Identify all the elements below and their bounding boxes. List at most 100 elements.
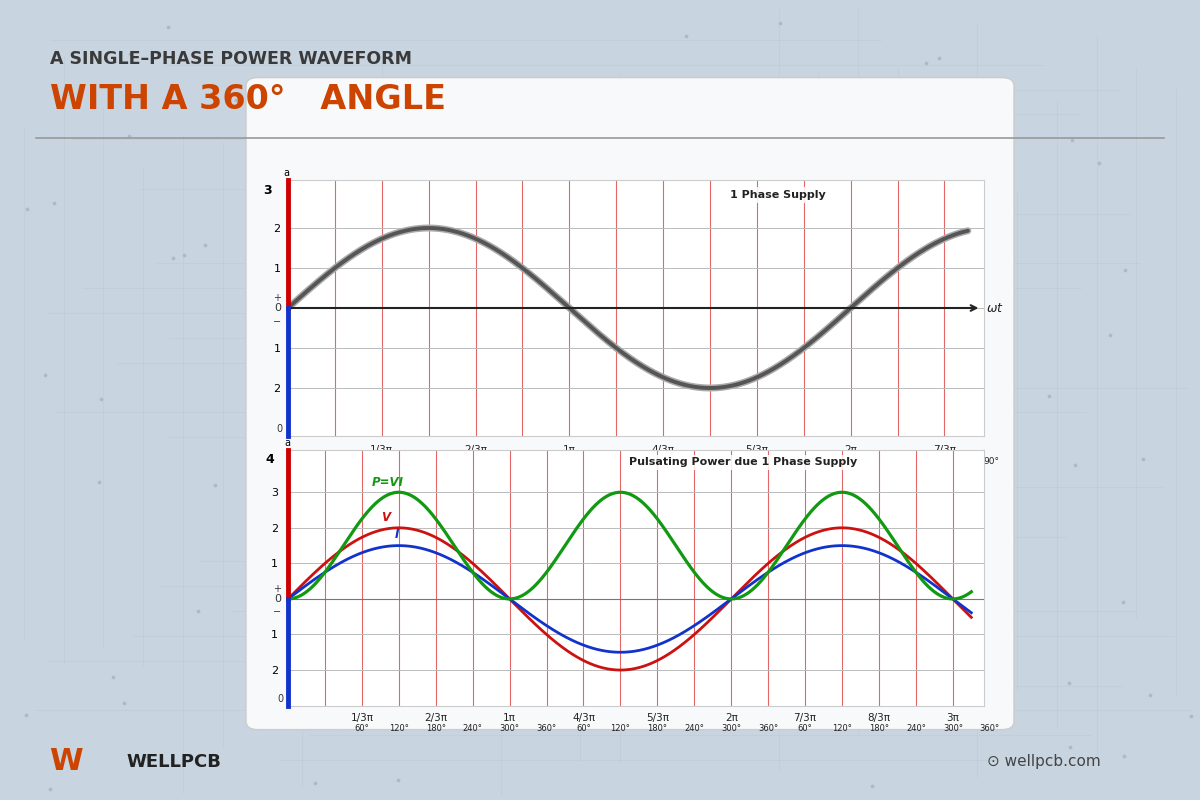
Point xyxy=(1141,689,1160,702)
Point xyxy=(930,51,949,64)
Text: 0: 0 xyxy=(276,424,283,434)
Point xyxy=(580,402,599,415)
Text: 180°: 180° xyxy=(869,724,889,733)
Text: P=VI: P=VI xyxy=(372,477,404,490)
Point xyxy=(1062,134,1081,146)
Text: 180°: 180° xyxy=(647,724,667,733)
Text: 180°: 180° xyxy=(558,457,581,466)
Point xyxy=(512,140,532,153)
Text: A SINGLE–PHASE POWER WAVEFORM: A SINGLE–PHASE POWER WAVEFORM xyxy=(50,50,413,68)
Point xyxy=(1134,453,1153,466)
Point xyxy=(41,782,60,795)
Point xyxy=(1115,750,1134,762)
Text: a: a xyxy=(283,168,289,178)
Point xyxy=(436,99,455,112)
Point xyxy=(490,678,509,691)
Point xyxy=(1061,740,1080,753)
Point xyxy=(205,478,224,491)
Point xyxy=(164,251,184,264)
Point xyxy=(691,172,710,185)
Text: 120°: 120° xyxy=(464,457,486,466)
Point xyxy=(781,166,800,178)
Text: 300°: 300° xyxy=(499,724,520,733)
Text: 60°: 60° xyxy=(936,457,953,466)
Point xyxy=(575,553,594,566)
Text: 0: 0 xyxy=(274,594,281,604)
Text: 5/3π: 5/3π xyxy=(745,445,768,454)
Text: 0: 0 xyxy=(277,694,283,704)
Point xyxy=(340,272,359,285)
Point xyxy=(17,709,36,722)
Point xyxy=(266,607,286,620)
Point xyxy=(863,779,882,792)
Text: 300°: 300° xyxy=(746,457,768,466)
Text: 240°: 240° xyxy=(653,457,674,466)
Text: 30°: 30° xyxy=(889,457,906,466)
Text: 7/3π: 7/3π xyxy=(793,714,816,723)
Text: −: − xyxy=(272,317,281,326)
Point xyxy=(583,610,602,622)
Point xyxy=(656,309,676,322)
Text: 300°: 300° xyxy=(721,724,742,733)
Point xyxy=(785,661,804,674)
Point xyxy=(311,54,330,66)
Text: 30°: 30° xyxy=(326,457,343,466)
Text: 1/3π: 1/3π xyxy=(350,714,373,723)
Point xyxy=(328,420,347,433)
Text: 150°: 150° xyxy=(511,457,533,466)
Point xyxy=(298,430,317,443)
Point xyxy=(1060,677,1079,690)
Text: 3: 3 xyxy=(263,184,272,197)
Text: I: I xyxy=(395,528,398,542)
Text: ⊙ wellpcb.com: ⊙ wellpcb.com xyxy=(988,754,1100,769)
Text: 0: 0 xyxy=(274,303,281,313)
Point xyxy=(18,202,37,215)
Text: 2π: 2π xyxy=(725,714,738,723)
Text: 120°: 120° xyxy=(611,724,630,733)
Text: 1/3π: 1/3π xyxy=(371,445,394,454)
Text: 4: 4 xyxy=(265,453,274,466)
Text: 240°: 240° xyxy=(463,724,482,733)
Text: 120°: 120° xyxy=(389,724,409,733)
Text: +: + xyxy=(272,293,281,302)
Point xyxy=(103,670,122,683)
Point xyxy=(158,21,178,34)
Text: 300°: 300° xyxy=(943,724,962,733)
Point xyxy=(1116,263,1135,276)
Text: 60°: 60° xyxy=(798,724,812,733)
Point xyxy=(700,222,719,234)
Point xyxy=(709,539,728,552)
Point xyxy=(138,751,157,764)
Point xyxy=(517,286,536,299)
Text: 8/3π: 8/3π xyxy=(868,714,890,723)
Point xyxy=(986,311,1006,324)
Point xyxy=(439,566,458,578)
Point xyxy=(196,238,215,251)
Text: 1π: 1π xyxy=(563,445,576,454)
Point xyxy=(696,389,715,402)
Text: 360°: 360° xyxy=(979,724,1000,733)
Text: 90°: 90° xyxy=(421,457,437,466)
Text: 4/3π: 4/3π xyxy=(572,714,595,723)
Point xyxy=(797,150,816,163)
Point xyxy=(608,100,628,113)
Text: 3π: 3π xyxy=(947,714,959,723)
Point xyxy=(114,696,133,709)
Text: +: + xyxy=(272,584,281,594)
Text: 360°: 360° xyxy=(536,724,557,733)
Point xyxy=(386,688,406,701)
Point xyxy=(655,317,674,330)
Point xyxy=(616,350,635,362)
Point xyxy=(688,634,707,646)
Point xyxy=(188,604,208,617)
Point xyxy=(120,130,139,143)
Text: 120°: 120° xyxy=(832,724,852,733)
Point xyxy=(1066,458,1085,471)
Point xyxy=(362,113,382,126)
Point xyxy=(982,682,1001,694)
Point xyxy=(90,475,109,488)
Text: 4/3π: 4/3π xyxy=(652,445,674,454)
Text: 60°: 60° xyxy=(576,724,590,733)
Text: 360°: 360° xyxy=(758,724,779,733)
Point xyxy=(613,546,632,558)
